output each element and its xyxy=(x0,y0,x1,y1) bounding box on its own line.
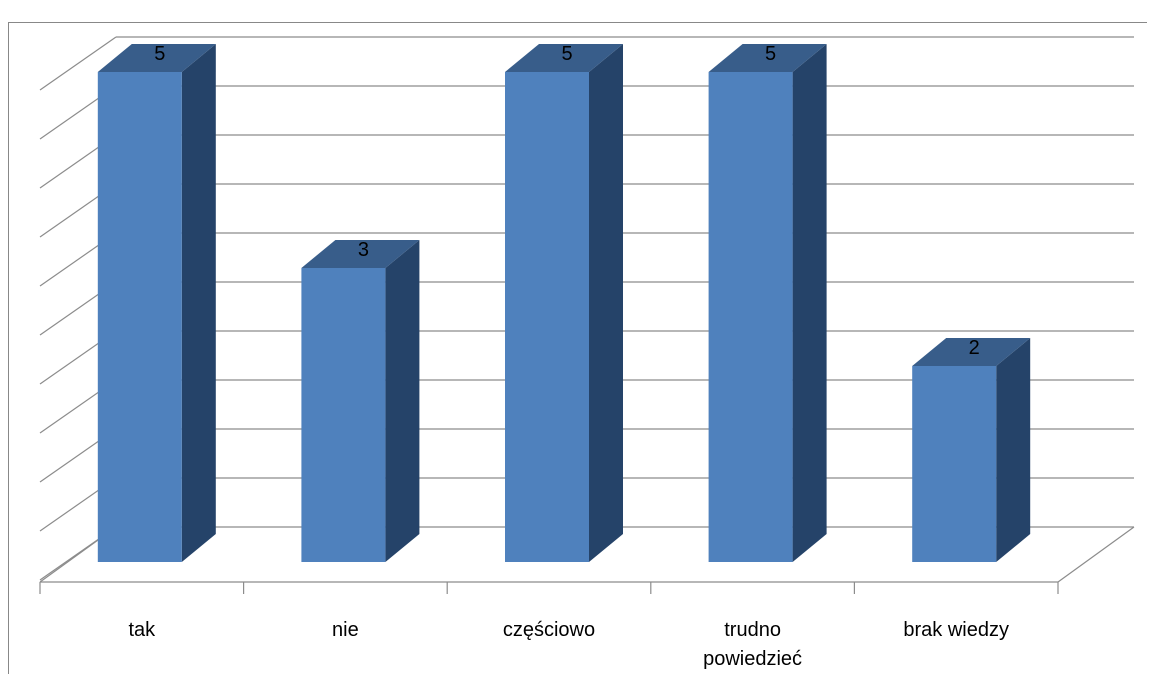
category-label: nie xyxy=(332,619,359,641)
bar-top xyxy=(97,44,216,72)
data-label: 5 xyxy=(765,43,776,65)
data-label: 2 xyxy=(969,337,980,359)
bar-side xyxy=(792,44,827,562)
category-label: brak wiedzy xyxy=(903,619,1009,641)
data-label: 5 xyxy=(561,43,572,65)
category-label: trudno xyxy=(724,619,781,641)
bar xyxy=(912,366,997,562)
data-label: 5 xyxy=(154,43,165,65)
bar-top xyxy=(301,240,420,268)
bar-side xyxy=(181,44,216,562)
bar-top xyxy=(505,44,623,72)
bar-side xyxy=(996,338,1031,562)
bar-top xyxy=(912,338,1031,366)
bar xyxy=(708,72,793,562)
category-label: częściowo xyxy=(503,619,595,641)
bar xyxy=(97,72,182,562)
bar xyxy=(505,72,589,562)
category-label: powiedzieć xyxy=(703,648,802,670)
bar-side xyxy=(589,44,623,562)
chart-frame xyxy=(8,22,1147,674)
side-wall-line xyxy=(39,36,117,91)
category-label: tak xyxy=(128,619,156,641)
bar xyxy=(301,268,386,562)
data-label: 3 xyxy=(358,239,369,261)
bar-side xyxy=(385,240,420,562)
bar-top xyxy=(708,44,827,72)
